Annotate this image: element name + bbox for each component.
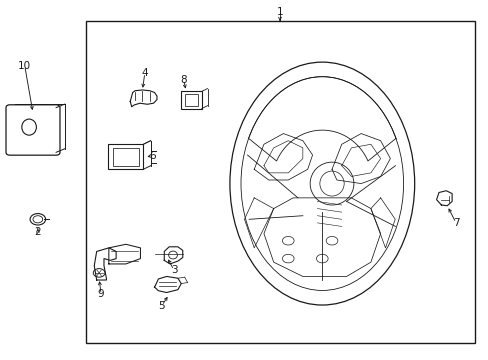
Text: 4: 4 — [141, 68, 148, 78]
Text: 6: 6 — [148, 151, 155, 161]
Text: 2: 2 — [35, 227, 41, 237]
Bar — [86, 21, 474, 342]
Text: 10: 10 — [18, 61, 31, 71]
Text: 3: 3 — [170, 265, 177, 275]
Text: 8: 8 — [180, 75, 186, 85]
Text: 1: 1 — [276, 7, 283, 17]
Bar — [113, 148, 138, 166]
Bar — [185, 94, 198, 106]
Bar — [181, 91, 201, 109]
Bar — [108, 144, 143, 169]
Text: 9: 9 — [98, 289, 104, 299]
Text: 5: 5 — [158, 301, 165, 311]
Text: 7: 7 — [452, 218, 458, 228]
